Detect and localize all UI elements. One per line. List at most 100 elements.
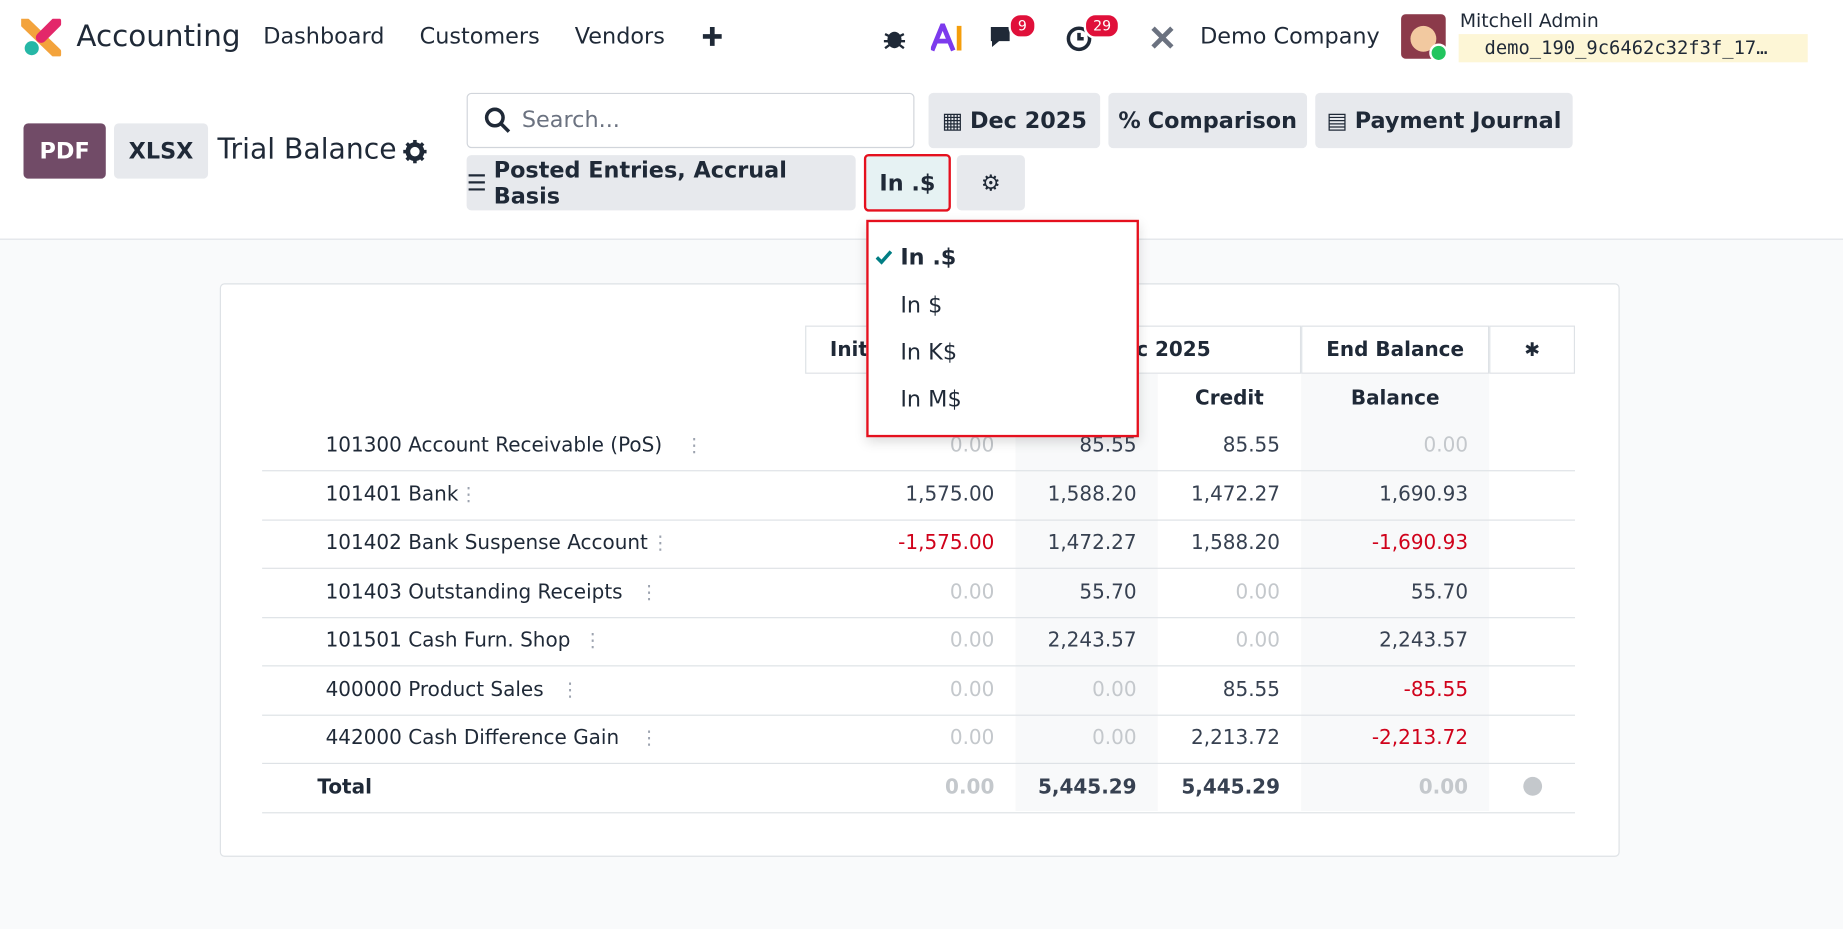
amount: 0.00 xyxy=(1235,628,1280,653)
amount: 85.55 xyxy=(1222,433,1280,458)
menu-option[interactable]: In K$ xyxy=(900,339,958,366)
report-title: Trial Balance xyxy=(217,132,397,166)
search-icon xyxy=(484,107,511,133)
info-icon xyxy=(1523,776,1543,796)
user-name[interactable]: Mitchell Admin xyxy=(1459,9,1599,32)
check-icon xyxy=(875,250,893,265)
row-border xyxy=(262,811,1576,813)
amount: 55.70 xyxy=(1079,580,1137,604)
label: Posted Entries, Accrual Basis xyxy=(493,156,787,209)
account-name: 101501 Cash Furn. Shop xyxy=(325,628,571,653)
entries-filter[interactable]: ☰ Posted Entries, Accrual Basis xyxy=(466,155,856,211)
ai-icon[interactable] xyxy=(930,23,964,52)
amount: 0.00 xyxy=(1423,433,1469,458)
row-border xyxy=(262,518,1576,521)
settings-icon[interactable] xyxy=(1150,25,1176,51)
amount: 85.55 xyxy=(1222,677,1280,702)
account-name: 101300 Account Receivable (PoS) xyxy=(325,433,663,458)
xlsx-button[interactable]: XLSX xyxy=(114,123,209,179)
debug-header: ✱ xyxy=(1489,325,1576,374)
rounding-button[interactable]: In .$ xyxy=(863,153,951,212)
activities-icon[interactable] xyxy=(1065,24,1096,55)
comparison-filter[interactable]: % Comparison xyxy=(1108,92,1308,149)
amount: -85.55 xyxy=(1403,677,1469,702)
activities-badge: 29 xyxy=(1083,12,1121,39)
amount: 0.00 xyxy=(949,580,995,604)
app-name[interactable]: Accounting xyxy=(76,18,241,53)
row-border xyxy=(262,567,1576,569)
amount: 1,690.93 xyxy=(1379,482,1469,507)
amount: 0.00 xyxy=(949,726,995,750)
account-name: 101403 Outstanding Receipts xyxy=(325,580,623,604)
sub-header: Credit xyxy=(1195,386,1264,411)
row-menu: ⋮ xyxy=(639,580,659,603)
amount: 0.00 xyxy=(949,628,995,653)
amount: -1,690.93 xyxy=(1371,531,1469,555)
amount: 0.00 xyxy=(949,433,995,458)
row-border xyxy=(262,470,1576,472)
amount: 2,243.57 xyxy=(1047,628,1137,653)
account-name: 442000 Cash Difference Gain xyxy=(325,726,620,750)
amount: 0.00 xyxy=(949,677,995,702)
options-button[interactable]: ⚙ xyxy=(956,155,1025,211)
row-menu: ⋮ xyxy=(560,677,580,700)
add-icon[interactable] xyxy=(702,26,723,47)
total-label: Total xyxy=(317,775,372,799)
amount: 0.00 xyxy=(1092,726,1137,750)
account-name: 101402 Bank Suspense Account xyxy=(325,531,648,555)
messages-icon[interactable] xyxy=(987,24,1020,52)
avatar[interactable] xyxy=(1401,14,1450,63)
pdf-button[interactable]: PDF xyxy=(23,123,106,179)
amount: 0.00 xyxy=(1235,580,1280,604)
amount: 1,575.00 xyxy=(905,482,995,507)
amount: 0.00 xyxy=(1092,677,1137,702)
amount: -2,213.72 xyxy=(1371,726,1469,750)
menu-item[interactable]: Vendors xyxy=(574,23,665,50)
account-name: 101401 Bank xyxy=(325,482,459,507)
company[interactable]: Demo Company xyxy=(1200,23,1380,50)
search-placeholder: Search... xyxy=(521,106,620,133)
amount: 1,472.27 xyxy=(1047,531,1137,555)
menu-item[interactable]: Dashboard xyxy=(263,23,385,50)
row-border xyxy=(262,714,1576,716)
debug-icon[interactable] xyxy=(882,25,908,51)
amount: 85.55 xyxy=(1079,433,1137,458)
total-amount: 0.00 xyxy=(945,775,995,799)
database: demo_190_9c6462c32f3f_17… xyxy=(1458,34,1808,63)
messages-badge: 9 xyxy=(1008,12,1037,39)
report-settings[interactable] xyxy=(403,139,427,164)
menu-option[interactable]: In $ xyxy=(900,292,943,319)
menu-option[interactable]: In M$ xyxy=(900,386,962,413)
journal-filter[interactable]: ▤ Payment Journal xyxy=(1315,92,1573,149)
amount: -1,575.00 xyxy=(898,531,995,555)
group-header: End Balance xyxy=(1301,325,1490,374)
column-shade xyxy=(1015,373,1158,812)
row-menu: ⋮ xyxy=(650,531,670,554)
amount: 2,213.72 xyxy=(1191,726,1280,750)
row-menu: ⋮ xyxy=(684,433,704,457)
rounding-menu: In .$ In $ In K$ In M$ xyxy=(866,219,1139,438)
amount: 1,588.20 xyxy=(1047,482,1137,507)
row-menu: ⋮ xyxy=(459,482,478,505)
menu-item[interactable]: Customers xyxy=(419,23,540,50)
row-menu: ⋮ xyxy=(583,628,603,652)
total-amount: 5,445.29 xyxy=(1037,775,1137,799)
row-border xyxy=(262,616,1576,618)
column-shade xyxy=(1301,373,1490,812)
total-amount: 5,445.29 xyxy=(1181,775,1280,799)
total-amount: 0.00 xyxy=(1418,775,1469,799)
label: Dec 2025 xyxy=(970,107,1087,134)
date-filter[interactable]: ▦ Dec 2025 xyxy=(928,92,1101,149)
account-name: 400000 Product Sales xyxy=(325,677,544,702)
menu-option[interactable]: In .$ xyxy=(900,244,957,271)
app-logo[interactable] xyxy=(21,18,62,57)
amount: 2,243.57 xyxy=(1379,628,1469,653)
sub-header: Balance xyxy=(1350,386,1440,411)
row-menu: ⋮ xyxy=(639,726,659,749)
amount: 55.70 xyxy=(1410,580,1469,604)
amount: 1,588.20 xyxy=(1191,531,1280,555)
amount: 1,472.27 xyxy=(1191,482,1280,507)
search-box[interactable] xyxy=(466,92,915,149)
